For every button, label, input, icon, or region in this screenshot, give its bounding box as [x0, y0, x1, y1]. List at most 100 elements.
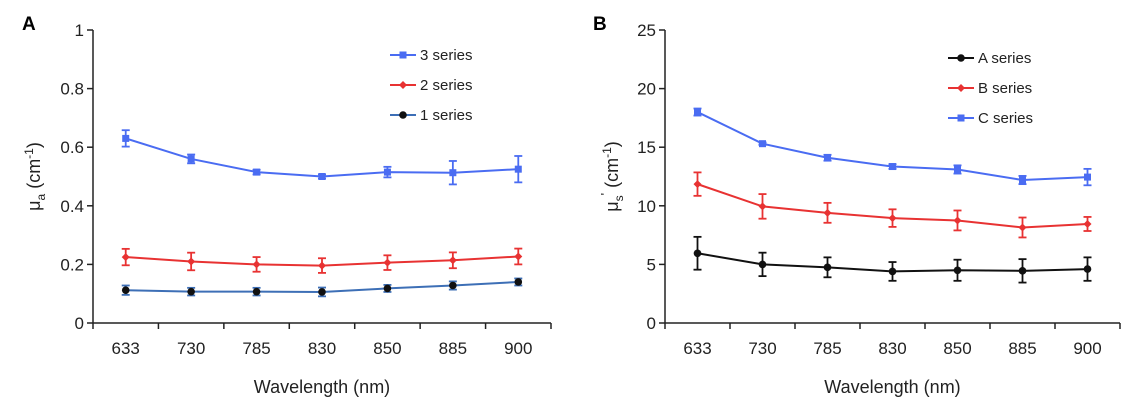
x-axis-label: Wavelength (nm): [254, 377, 390, 397]
x-tick-label: 900: [1073, 339, 1101, 358]
series-1-series: [121, 277, 523, 298]
data-point: [187, 155, 195, 163]
y-tick-label: 0: [75, 314, 84, 333]
legend-marker: [957, 54, 965, 62]
panel-label: B: [593, 14, 607, 35]
data-point: [759, 140, 766, 148]
y-tick-label: 0.6: [60, 138, 84, 157]
y-tick-label: 20: [637, 80, 656, 99]
legend-label: 2 series: [420, 77, 473, 94]
data-point: [252, 287, 261, 296]
legend-label: 3 series: [420, 47, 473, 64]
legend-marker: [399, 81, 407, 89]
data-point: [823, 208, 832, 217]
x-tick-label: 830: [878, 339, 906, 358]
data-point: [122, 134, 130, 142]
data-point: [514, 165, 522, 173]
data-point: [318, 288, 326, 296]
data-point: [1018, 223, 1027, 232]
y-tick-label: 0.8: [60, 80, 84, 99]
x-tick-label: 785: [242, 339, 270, 358]
y-axis-label: μa (cm-1): [22, 142, 48, 211]
data-point: [121, 253, 130, 262]
data-point: [1018, 267, 1027, 275]
y-tick-label: 0: [647, 314, 656, 333]
data-point: [693, 249, 702, 258]
series-c-series: [693, 107, 1092, 187]
data-point: [953, 266, 962, 275]
y-axis-label: μs' (cm-1): [598, 141, 626, 212]
legend-marker: [399, 51, 407, 59]
legend-entry: B series: [948, 80, 1032, 97]
data-point: [121, 286, 130, 294]
series-2-series: [121, 247, 523, 274]
x-axis-label: Wavelength (nm): [824, 377, 960, 397]
data-point: [1019, 176, 1026, 184]
data-point: [889, 163, 896, 171]
x-tick-label: 785: [813, 339, 841, 358]
x-tick-label: 900: [504, 339, 532, 358]
y-tick-label: 25: [637, 21, 656, 40]
data-point: [383, 284, 392, 293]
data-point: [824, 154, 831, 162]
x-tick-label: 850: [373, 339, 401, 358]
data-point: [253, 168, 261, 176]
y-tick-label: 0.4: [60, 197, 84, 216]
legend-entry: 1 series: [390, 107, 473, 124]
data-point: [318, 261, 326, 270]
data-point: [383, 168, 391, 176]
x-tick-label: 885: [439, 339, 467, 358]
data-point: [383, 258, 392, 267]
x-tick-label: 633: [112, 339, 140, 358]
x-tick-label: 850: [943, 339, 971, 358]
series-a-series: [693, 235, 1092, 284]
y-tick-label: 10: [637, 197, 656, 216]
legend-label: C series: [978, 110, 1033, 127]
data-point: [823, 263, 832, 272]
data-point: [954, 165, 961, 173]
legend-marker: [399, 111, 407, 119]
chart-panel-b: B 0 5 10 15 20 25 633 730 785 830 850 885 900 Waveleng…: [593, 14, 1121, 397]
data-point: [758, 202, 767, 211]
legend-entry: A series: [948, 50, 1031, 67]
data-point: [953, 216, 962, 225]
data-point: [514, 252, 523, 261]
legend-entry: 2 series: [390, 77, 473, 94]
legend-label: A series: [978, 50, 1031, 67]
data-point: [694, 108, 701, 116]
legend-marker: [957, 84, 965, 92]
data-point: [1083, 219, 1092, 228]
data-point: [758, 260, 767, 269]
legend-marker: [957, 114, 965, 122]
data-point: [318, 173, 326, 180]
data-point: [888, 267, 897, 276]
panel-label: A: [22, 14, 36, 35]
x-tick-label: 830: [308, 339, 336, 358]
chart-panel-a: A 0 0.2 0.4 0.6 0.8 1 633 730 785 830 850 885 900 Wave…: [22, 14, 552, 397]
data-point: [449, 281, 457, 290]
data-point: [693, 180, 702, 189]
series-b-series: [693, 171, 1092, 239]
y-tick-label: 15: [637, 138, 656, 157]
x-tick-label: 885: [1008, 339, 1036, 358]
y-tick-label: 0.2: [60, 255, 84, 274]
data-point: [1083, 265, 1092, 273]
data-point: [1084, 173, 1091, 181]
y-tick-label: 1: [75, 21, 84, 40]
series-3-series: [121, 129, 523, 186]
x-tick-label: 633: [683, 339, 711, 358]
data-point: [187, 287, 195, 296]
data-point: [448, 256, 457, 265]
legend-label: B series: [978, 80, 1032, 97]
legend-label: 1 series: [420, 107, 473, 124]
legend-entry: 3 series: [390, 47, 473, 64]
data-point: [449, 169, 457, 177]
y-tick-label: 5: [647, 255, 656, 274]
data-point: [252, 260, 261, 269]
x-tick-label: 730: [748, 339, 776, 358]
series-line: [125, 137, 519, 178]
x-tick-label: 730: [177, 339, 205, 358]
legend-entry: C series: [948, 110, 1033, 127]
data-point: [514, 278, 523, 286]
